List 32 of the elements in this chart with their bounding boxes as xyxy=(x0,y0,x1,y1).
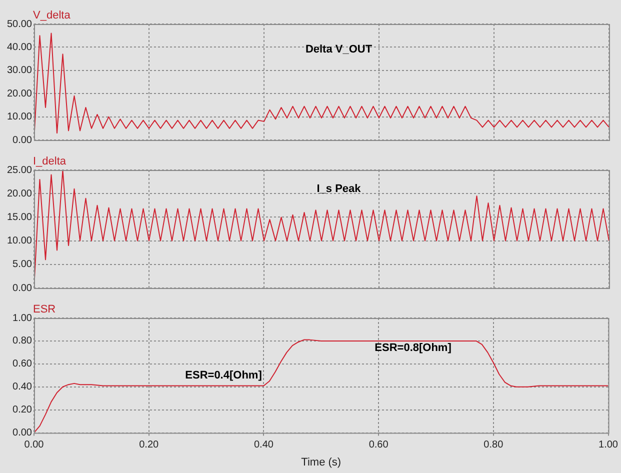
y-tick-label: 10.00 xyxy=(6,236,32,247)
y-axis-title: ESR xyxy=(33,304,56,316)
annotation: ESR=0.8[Ohm] xyxy=(374,342,452,354)
y-tick-label: 0.40 xyxy=(12,382,32,393)
x-tick-label: 0.20 xyxy=(139,440,160,451)
annotation: ESR=0.4[Ohm] xyxy=(185,369,262,382)
y-tick-label: 0.60 xyxy=(12,358,32,370)
y-tick-label: 5.00 xyxy=(12,259,32,270)
y-tick-label: 10.00 xyxy=(6,112,32,123)
y-tick-label: 15.00 xyxy=(6,212,32,223)
x-axis-title: Time (s) xyxy=(301,456,342,468)
y-axis-title: V_delta xyxy=(33,10,72,22)
y-tick-label: 0.00 xyxy=(12,282,32,294)
y-tick-label: 0.20 xyxy=(12,404,32,416)
y-tick-label: 50.00 xyxy=(6,18,32,30)
y-tick-label: 25.00 xyxy=(6,164,32,176)
x-tick-label: 0.60 xyxy=(368,440,389,451)
annotation: Delta V_OUT xyxy=(305,44,372,56)
y-tick-label: 0.00 xyxy=(12,428,32,439)
y-tick-label: 1.00 xyxy=(12,312,32,324)
y-tick-label: 40.00 xyxy=(6,42,32,53)
x-tick-label: 0.00 xyxy=(24,440,44,451)
y-tick-label: 0.00 xyxy=(12,134,32,146)
x-tick-label: 0.80 xyxy=(484,440,504,451)
y-tick-label: 30.00 xyxy=(6,65,32,76)
y-tick-label: 0.80 xyxy=(12,336,32,347)
x-tick-label: 0.40 xyxy=(254,440,274,451)
y-axis-title: I_delta xyxy=(33,156,67,168)
y-tick-label: 20.00 xyxy=(6,88,32,100)
annotation: I_s Peak xyxy=(316,182,362,195)
x-tick-label: 1.00 xyxy=(598,440,618,451)
y-tick-label: 20.00 xyxy=(6,188,32,200)
